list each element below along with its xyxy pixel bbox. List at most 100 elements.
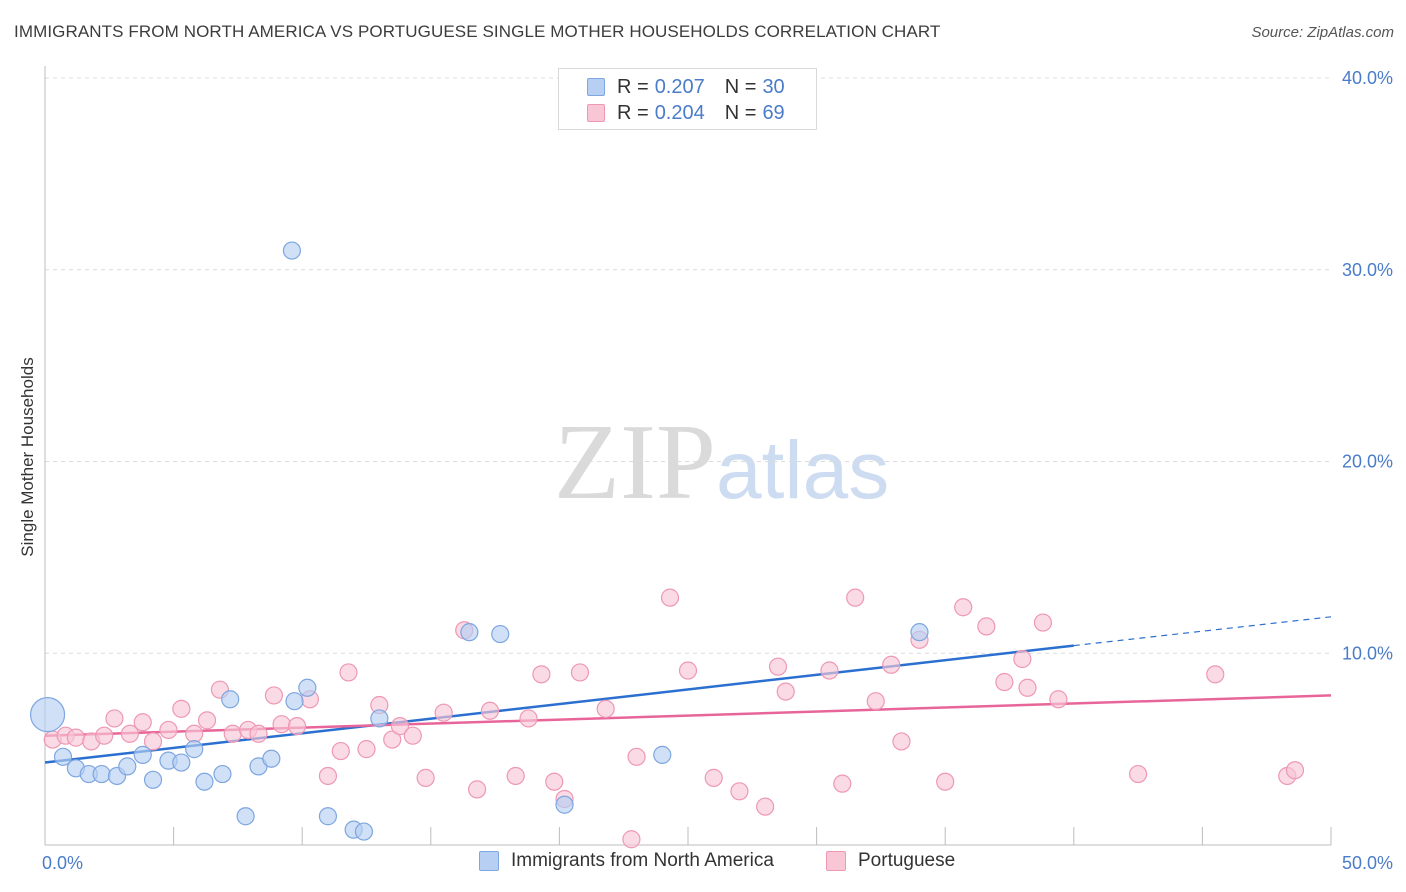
point-portuguese (622, 830, 641, 849)
chart-source: Source: ZipAtlas.com (1251, 24, 1394, 41)
legend-row-north-america: R = 0.207 N = 30 (559, 74, 785, 100)
point-north-america (460, 623, 479, 642)
point-portuguese (95, 726, 114, 745)
point-portuguese (172, 699, 191, 718)
point-portuguese (1013, 649, 1032, 669)
series-name-north-america: Immigrants from North America (511, 850, 774, 871)
point-portuguese (331, 741, 350, 761)
point-north-america (221, 690, 240, 709)
point-portuguese (846, 588, 865, 607)
point-portuguese (768, 657, 788, 676)
legend-row-portuguese: R = 0.204 N = 69 (559, 100, 785, 126)
point-portuguese (185, 724, 204, 743)
point-portuguese (866, 692, 885, 711)
y-tick-label: 20.0% (1342, 452, 1393, 472)
point-portuguese (756, 797, 775, 816)
point-portuguese (936, 772, 955, 791)
grid-lines (45, 77, 1331, 654)
point-north-america (213, 764, 232, 784)
series-name-portuguese: Portuguese (858, 850, 956, 871)
series-legend-north-america[interactable]: Immigrants from North America (479, 850, 774, 872)
point-north-america (185, 740, 204, 759)
tick-labels: 10.0% 20.0% 30.0% 40.0% 0.0% 50.0% (42, 68, 1393, 873)
point-north-america (491, 624, 510, 644)
point-portuguese (678, 661, 698, 680)
point-north-america (555, 795, 574, 814)
point-north-america (195, 772, 214, 791)
legend-swatch-portuguese (587, 104, 605, 122)
point-portuguese (480, 701, 500, 720)
point-portuguese (223, 724, 242, 743)
point-portuguese (249, 724, 268, 743)
point-north-america (285, 692, 304, 711)
trend-line-north-america-extension (1073, 616, 1332, 647)
x-tick-label: 50.0% (1342, 853, 1393, 873)
legend-swatch-north-america (587, 78, 605, 96)
point-north-america (354, 822, 374, 841)
point-portuguese (133, 713, 152, 732)
point-north-america (653, 745, 672, 764)
point-north-america (118, 757, 137, 776)
point-north-america (318, 807, 338, 826)
series-legend-portuguese[interactable]: Portuguese (826, 850, 955, 872)
point-portuguese (390, 717, 410, 736)
point-portuguese (467, 780, 487, 799)
point-portuguese (882, 655, 901, 674)
series-swatch-portuguese (826, 851, 846, 871)
data-points (29, 241, 1305, 849)
legend-n-label: N = (724, 75, 757, 98)
point-portuguese (627, 747, 646, 766)
point-portuguese (264, 686, 284, 705)
point-north-america (910, 623, 929, 642)
point-portuguese (120, 724, 139, 743)
point-north-america (298, 678, 317, 697)
point-north-america (53, 747, 73, 766)
point-north-america (133, 745, 152, 764)
legend-n-label: N = (724, 101, 757, 124)
point-portuguese (318, 766, 338, 786)
point-portuguese (1049, 690, 1068, 709)
watermark-atlas: atlas (716, 425, 890, 516)
point-portuguese (403, 726, 422, 745)
point-portuguese (1285, 761, 1305, 780)
point-portuguese (892, 732, 911, 751)
legend-r-value: 0.207 (654, 75, 705, 98)
point-portuguese (704, 768, 723, 787)
watermark-zip: ZIP (554, 403, 716, 522)
point-north-america (92, 764, 111, 784)
legend-n-value: 30 (762, 75, 785, 98)
point-portuguese (272, 715, 291, 734)
point-portuguese (287, 717, 307, 736)
point-portuguese (105, 709, 124, 728)
point-portuguese (434, 703, 453, 722)
point-portuguese (519, 709, 538, 728)
point-portuguese (660, 588, 680, 607)
point-portuguese (532, 665, 551, 684)
y-tick-label: 30.0% (1342, 260, 1393, 280)
legend-r-value: 0.204 (654, 101, 705, 124)
correlation-legend: R = 0.207 N = 30 R = 0.204 N = 69 (558, 68, 817, 130)
point-north-america (262, 749, 281, 768)
trend-line-north-america (44, 644, 1074, 764)
point-portuguese (506, 766, 525, 786)
legend-r-label: R = (617, 101, 649, 124)
point-portuguese (159, 720, 178, 740)
point-portuguese (977, 617, 996, 636)
point-portuguese (776, 682, 795, 701)
y-tick-label: 40.0% (1342, 68, 1393, 88)
point-portuguese (596, 699, 615, 718)
point-north-america (282, 241, 302, 260)
point-portuguese (66, 728, 85, 747)
point-north-america (370, 709, 389, 728)
point-north-america (172, 753, 191, 772)
series-legend: Immigrants from North America Portuguese (0, 850, 1406, 880)
point-portuguese (995, 672, 1014, 692)
point-portuguese (1018, 678, 1037, 697)
legend-n-value: 69 (762, 101, 785, 124)
point-portuguese (197, 711, 217, 730)
point-north-america (29, 697, 66, 733)
legend-r-label: R = (617, 75, 649, 98)
point-portuguese (1033, 613, 1053, 632)
point-portuguese (820, 661, 839, 680)
point-portuguese (143, 732, 163, 751)
